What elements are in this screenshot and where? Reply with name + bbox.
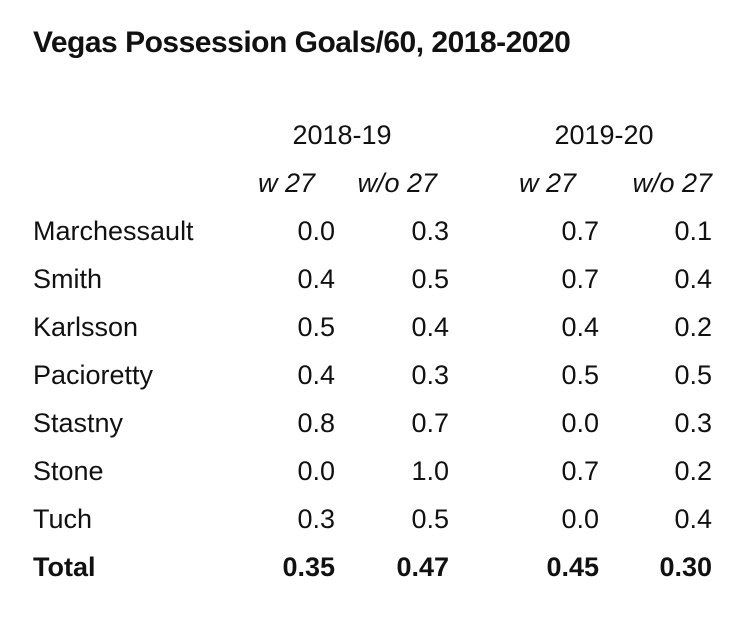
total-label: Total bbox=[33, 552, 96, 582]
value-cell: 0.7 bbox=[411, 408, 449, 438]
subheader-2019-without-27: w/o 27 bbox=[632, 168, 712, 198]
player-name: Stastny bbox=[33, 408, 124, 438]
total-value-cell: 0.30 bbox=[659, 552, 712, 582]
value-cell: 0.0 bbox=[297, 216, 335, 246]
player-name: Pacioretty bbox=[33, 360, 154, 390]
total-value-cell: 0.45 bbox=[546, 552, 599, 582]
value-cell: 0.7 bbox=[561, 456, 599, 486]
value-cell: 0.3 bbox=[297, 504, 335, 534]
value-cell: 0.0 bbox=[561, 408, 599, 438]
value-cell: 0.5 bbox=[674, 360, 712, 390]
value-cell: 0.5 bbox=[297, 312, 335, 342]
value-cell: 0.4 bbox=[297, 360, 335, 390]
value-cell: 0.4 bbox=[674, 264, 712, 294]
subheader-2018-with-27: w 27 bbox=[257, 168, 315, 198]
player-name: Stone bbox=[33, 456, 104, 486]
value-cell: 0.0 bbox=[561, 504, 599, 534]
value-cell: 0.5 bbox=[561, 360, 599, 390]
chart-title: Vegas Possession Goals/60, 2018-2020 bbox=[33, 26, 571, 59]
value-cell: 0.5 bbox=[411, 264, 449, 294]
value-cell: 1.0 bbox=[411, 456, 449, 486]
value-cell: 0.1 bbox=[674, 216, 712, 246]
value-cell: 0.2 bbox=[674, 312, 712, 342]
subheader-2018-without-27: w/o 27 bbox=[357, 168, 437, 198]
value-cell: 0.7 bbox=[561, 264, 599, 294]
player-name: Marchessault bbox=[33, 216, 194, 246]
value-cell: 0.3 bbox=[411, 360, 449, 390]
value-cell: 0.4 bbox=[411, 312, 449, 342]
value-cell: 0.7 bbox=[561, 216, 599, 246]
group-header-2019-20: 2019-20 bbox=[554, 120, 654, 150]
value-cell: 0.4 bbox=[561, 312, 599, 342]
value-cell: 0.8 bbox=[297, 408, 335, 438]
value-cell: 0.2 bbox=[674, 456, 712, 486]
value-cell: 0.4 bbox=[297, 264, 335, 294]
total-value-cell: 0.47 bbox=[396, 552, 449, 582]
subheader-2019-with-27: w 27 bbox=[518, 168, 576, 198]
player-name: Tuch bbox=[33, 504, 93, 534]
value-cell: 0.4 bbox=[674, 504, 712, 534]
value-cell: 0.0 bbox=[297, 456, 335, 486]
group-header-2018-19: 2018-19 bbox=[292, 120, 392, 150]
total-value-cell: 0.35 bbox=[282, 552, 335, 582]
player-name: Karlsson bbox=[33, 312, 139, 342]
value-cell: 0.3 bbox=[674, 408, 712, 438]
value-cell: 0.5 bbox=[411, 504, 449, 534]
player-name: Smith bbox=[33, 264, 103, 294]
value-cell: 0.3 bbox=[411, 216, 449, 246]
